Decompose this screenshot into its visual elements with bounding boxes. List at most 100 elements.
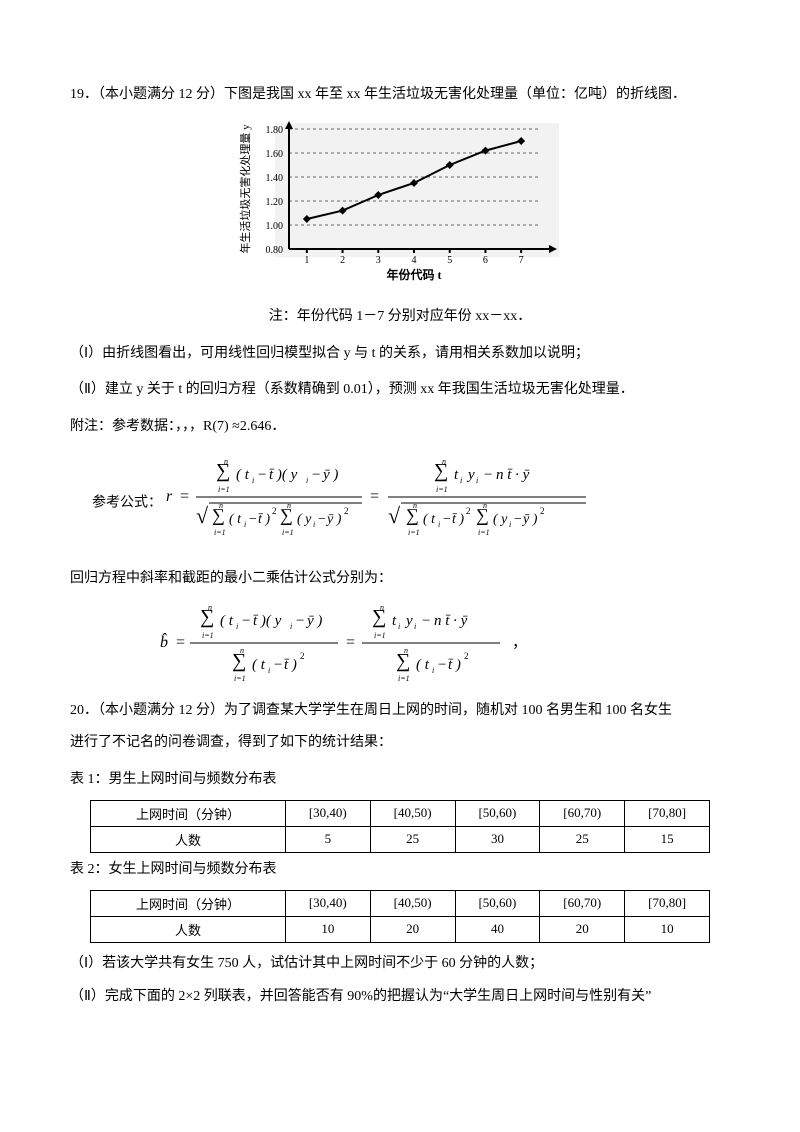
- svg-text:t: t: [392, 613, 397, 629]
- svg-text:n: n: [404, 646, 408, 655]
- svg-text:年生活垃圾无害化处理量 y: 年生活垃圾无害化处理量 y: [238, 124, 252, 254]
- svg-text:√: √: [388, 503, 401, 528]
- q19-title: 19．（本小题满分 12 分）下图是我国 xx 年至 xx 年生活垃圾无害化处理…: [70, 80, 730, 111]
- svg-text:−: −: [318, 512, 326, 527]
- svg-text:2: 2: [464, 651, 469, 661]
- svg-text:2: 2: [340, 255, 345, 266]
- svg-text:1.00: 1.00: [266, 221, 284, 232]
- t2-h4: [60,70): [540, 890, 625, 916]
- svg-text:n: n: [380, 603, 384, 612]
- svg-text:i=1: i=1: [282, 528, 294, 537]
- svg-text:n: n: [240, 646, 244, 655]
- svg-text:t̄ ): t̄ ): [451, 512, 464, 527]
- svg-text:t̄ ): t̄ ): [284, 657, 297, 673]
- svg-text:t̄ ): t̄ ): [448, 657, 461, 673]
- q20-table1: 上网时间（分钟） [30,40) [40,50) [50,60) [60,70)…: [90, 800, 710, 853]
- svg-text:i=1: i=1: [478, 528, 490, 537]
- svg-text:i=1: i=1: [214, 528, 226, 537]
- q20-table2: 上网时间（分钟） [30,40) [40,50) [50,60) [60,70)…: [90, 890, 710, 943]
- svg-text:i=1: i=1: [408, 528, 420, 537]
- svg-text:i: i: [414, 622, 416, 631]
- q20-table1-caption: 表 1：男生上网时间与频数分布表: [70, 765, 730, 796]
- svg-text:i: i: [460, 476, 462, 485]
- t1-h0: 上网时间（分钟）: [91, 800, 286, 826]
- q19-figure: 0.801.001.201.401.601.801234567年份代码 t年生活…: [70, 117, 730, 292]
- svg-text:i: i: [509, 520, 511, 529]
- svg-text:=: =: [370, 488, 379, 505]
- svg-text:ȳ ): ȳ ): [521, 512, 538, 527]
- svg-text:n: n: [224, 457, 228, 466]
- svg-text:y: y: [466, 467, 475, 483]
- svg-text:i=1: i=1: [218, 485, 230, 494]
- svg-text:−: −: [242, 613, 250, 629]
- table-row: 人数 10 20 40 20 10: [91, 916, 710, 942]
- svg-text:n: n: [442, 457, 446, 466]
- q20-title-1: 20．（本小题满分 12 分）为了调查某大学学生在周日上网的时间，随机对 100…: [70, 696, 730, 727]
- svg-text:( y: ( y: [297, 512, 312, 527]
- svg-text:ȳ ): ȳ ): [305, 613, 322, 629]
- t2-v3: 20: [540, 916, 625, 942]
- table-row: 上网时间（分钟） [30,40) [40,50) [50,60) [60,70)…: [91, 890, 710, 916]
- t1-v3: 25: [540, 826, 625, 852]
- t2-v4: 10: [625, 916, 710, 942]
- svg-text:，: ，: [512, 635, 527, 651]
- t1-h5: [70,80]: [625, 800, 710, 826]
- svg-text:i: i: [438, 520, 440, 529]
- svg-text:i: i: [290, 622, 292, 631]
- t1-v1: 25: [370, 826, 455, 852]
- svg-text:i=1: i=1: [234, 674, 246, 683]
- svg-text:b̂: b̂: [160, 631, 168, 650]
- svg-text:i=1: i=1: [436, 485, 448, 494]
- svg-text:i: i: [476, 476, 478, 485]
- svg-text:( t: ( t: [252, 657, 266, 673]
- svg-text:−: −: [274, 657, 282, 673]
- svg-text:t̄ ): t̄ ): [257, 512, 270, 527]
- t1-v0: 5: [285, 826, 370, 852]
- svg-text:年份代码 t: 年份代码 t: [387, 267, 442, 282]
- svg-text:( t: ( t: [229, 512, 242, 527]
- t2-h1: [30,40): [285, 890, 370, 916]
- svg-text:n: n: [208, 603, 212, 612]
- svg-text:i: i: [252, 476, 254, 485]
- t1-h4: [60,70): [540, 800, 625, 826]
- svg-text:−: −: [438, 657, 446, 673]
- t1-h3: [50,60): [455, 800, 540, 826]
- svg-text:−: −: [422, 613, 430, 629]
- svg-text:1.20: 1.20: [266, 197, 284, 208]
- svg-text:2: 2: [300, 651, 305, 661]
- svg-text:1.40: 1.40: [266, 173, 284, 184]
- svg-text:n: n: [287, 501, 291, 510]
- t2-rl: 人数: [91, 916, 286, 942]
- svg-text:2: 2: [344, 506, 349, 516]
- t1-rl: 人数: [91, 826, 286, 852]
- svg-text:0.80: 0.80: [266, 245, 284, 256]
- q19-ref-formula-label: 参考公式：: [92, 496, 162, 511]
- q20-title-2: 进行了不记名的问卷调查，得到了如下的统计结果：: [70, 728, 730, 759]
- svg-text:n t̄ · ȳ: n t̄ · ȳ: [496, 467, 530, 483]
- svg-text:i: i: [432, 666, 434, 675]
- svg-text:2: 2: [466, 506, 471, 516]
- table-row: 上网时间（分钟） [30,40) [40,50) [50,60) [60,70)…: [91, 800, 710, 826]
- svg-text:( t: ( t: [220, 613, 234, 629]
- q20-table2-caption: 表 2：女生上网时间与频数分布表: [70, 855, 730, 886]
- q19-reg-note: 回归方程中斜率和截距的最小二乘估计公式分别为：: [70, 564, 730, 595]
- svg-text:=: =: [180, 488, 189, 505]
- svg-text:−: −: [484, 467, 492, 483]
- svg-text:3: 3: [376, 255, 381, 266]
- svg-text:r: r: [166, 488, 173, 505]
- t1-h2: [40,50): [370, 800, 455, 826]
- svg-text:−: −: [258, 467, 266, 483]
- q19-r-formula-row: 参考公式： r = ∑ i=1 n ( t i − t̄ )( y i: [70, 449, 730, 558]
- svg-text:2: 2: [540, 506, 545, 516]
- q19-attach: 附注：参考数据：，，，R(7) ≈2.646．: [70, 412, 730, 443]
- svg-text:1: 1: [304, 255, 309, 266]
- t2-h3: [50,60): [455, 890, 540, 916]
- svg-text:=: =: [346, 634, 355, 651]
- svg-text:ȳ ): ȳ ): [325, 512, 342, 527]
- q19-part2: （Ⅱ）建立 y 关于 t 的回归方程（系数精确到 0.01），预测 xx 年我国…: [70, 375, 730, 406]
- svg-text:( t: ( t: [423, 512, 436, 527]
- q20-part1: （Ⅰ）若该大学共有女生 750 人，试估计其中上网时间不少于 60 分钟的人数；: [70, 949, 730, 980]
- svg-text:i: i: [306, 476, 308, 485]
- svg-text:i: i: [268, 666, 270, 675]
- svg-text:−: −: [249, 512, 257, 527]
